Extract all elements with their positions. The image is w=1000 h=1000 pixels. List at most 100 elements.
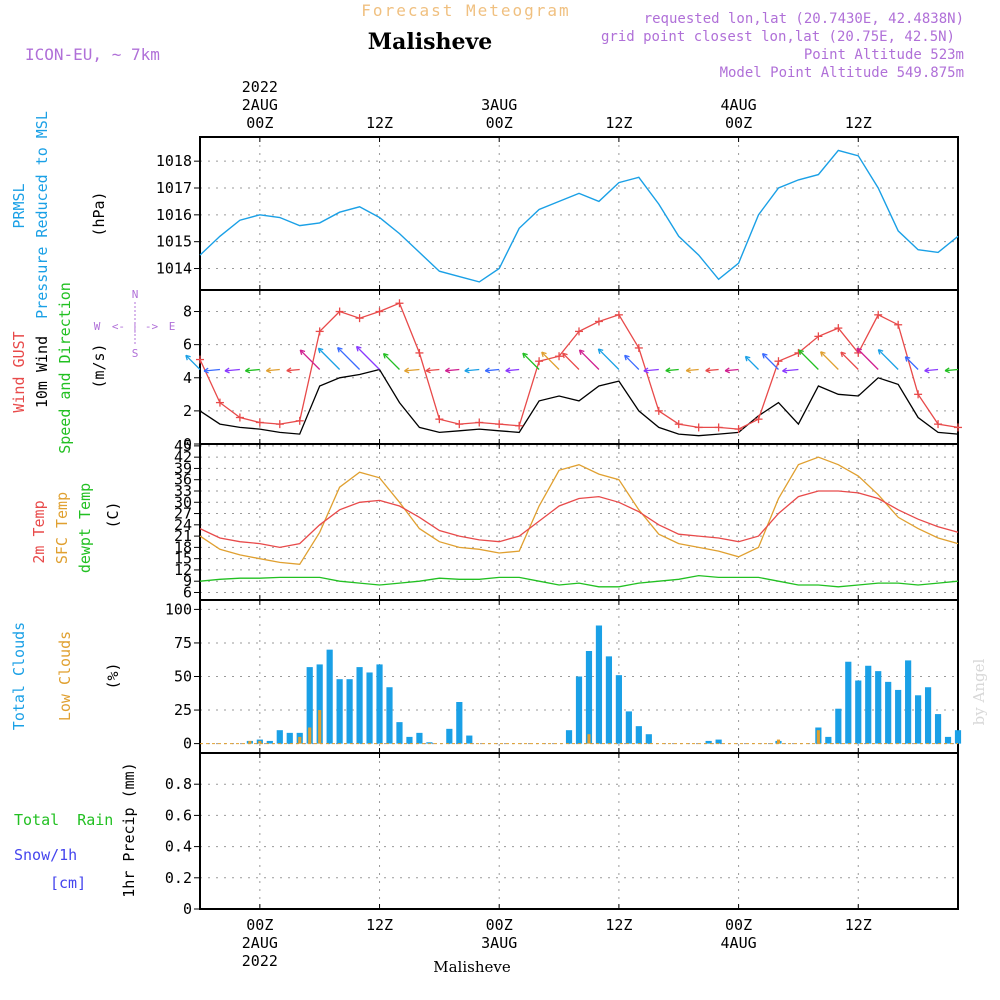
total-cloud-bar <box>855 680 862 744</box>
wind-arrow <box>643 368 659 372</box>
total-cloud-bar <box>924 687 932 744</box>
total-cloud-bar <box>595 625 603 744</box>
total-cloud-bar <box>466 735 473 744</box>
wind-arrow-head <box>877 349 881 355</box>
point-altitude: Point Altitude 523m <box>804 47 964 63</box>
wind-arrow <box>505 368 520 372</box>
wind-arrow-head <box>761 353 765 359</box>
wind-arrow-head <box>924 367 930 372</box>
total-cloud-bar <box>835 708 842 744</box>
wind-arrow <box>944 368 959 372</box>
top-tick-label: 12Z <box>605 114 632 132</box>
wind-arrow-head <box>203 370 209 374</box>
wind-arrow <box>522 352 540 370</box>
wind-arrow-head <box>245 370 251 374</box>
low-cloud-bar <box>258 740 262 744</box>
y-tick-label: 0.4 <box>165 838 192 856</box>
wind-gust-label: Wind GUST <box>10 331 28 412</box>
wind-arrow <box>744 355 759 370</box>
model-altitude: Model Point Altitude 549.875m <box>720 65 964 81</box>
total-cloud-bar <box>615 675 622 744</box>
wind-arrow-head <box>745 355 751 359</box>
y-tick-label: 42 <box>174 448 192 466</box>
wind-arrow <box>541 351 560 370</box>
total-cloud-bar <box>895 689 902 744</box>
wind-arrow <box>404 368 420 372</box>
bottom-time-axis: 00Z 12Z 00Z 12Z 00Z 12Z 2AUG 3AUG 4AUG 2022 <box>242 916 872 970</box>
top-tick-label: 12Z <box>366 114 393 132</box>
wind-arrow-head <box>286 367 292 372</box>
panel-precipitation: 0 0.2 0.4 0.6 0.8 <box>165 752 959 918</box>
y-tick-label: 15 <box>174 550 192 568</box>
wind-arrow-head <box>382 353 386 359</box>
low-cloud-bar <box>587 734 591 744</box>
wind-gust-line <box>199 302 959 430</box>
pressure-line <box>199 149 959 283</box>
y-tick-label: 0 <box>183 435 192 453</box>
wind-arrow-head <box>355 346 359 352</box>
snow-unit-label: [cm] <box>50 874 86 892</box>
wind-arrow-head <box>522 353 525 359</box>
compass-w: W <box>94 320 101 333</box>
wind-arrow-head <box>578 349 582 356</box>
temp-unit: (C) <box>104 501 122 528</box>
gridpoint-coords: grid point closest lon,lat (20.75E, 42.5… <box>601 29 955 45</box>
wind-arrow-head <box>685 367 691 372</box>
wind-arrow-head <box>856 348 860 354</box>
pressure-label-prmsl: PRMSL <box>10 183 28 228</box>
wind-arrow <box>562 352 580 370</box>
wind-arrow-head <box>464 370 470 374</box>
wind-arrow-head <box>598 348 604 352</box>
wind-arrow-head <box>685 370 692 374</box>
wind-arrow-head <box>744 356 748 362</box>
wind-arrow <box>383 353 400 370</box>
wind-arrow-head <box>624 355 627 361</box>
total-cloud-bar <box>705 740 712 744</box>
wind-arrow-head <box>944 370 950 374</box>
total-cloud-bar <box>286 732 293 744</box>
wind-arrow-head <box>597 348 601 354</box>
bottom-tick-label: 12Z <box>605 916 632 934</box>
total-cloud-bar <box>934 714 942 744</box>
wind-arrow-head <box>300 349 306 353</box>
panels: 1014101510161017101802468691215182124273… <box>156 136 962 918</box>
y-tick-label: 2 <box>183 402 192 420</box>
wind-arrow-head <box>224 370 230 374</box>
dewpoint-line <box>199 574 959 588</box>
y-tick-label: 39 <box>174 459 192 477</box>
panel-wind: 0 2 4 6 8 <box>183 289 962 453</box>
wind-10m-label: 10m Wind <box>33 336 51 408</box>
footer-location: Malisheve <box>433 958 511 976</box>
wind-arrow-head <box>924 370 930 374</box>
bottom-tick-label: 00Z <box>486 916 513 934</box>
compass-s: S <box>132 347 139 360</box>
total-cloud-bar <box>396 722 403 744</box>
pressure-label-msl: Pressure Reduced to MSL <box>33 111 51 319</box>
wind-arrow-head <box>856 347 862 351</box>
model-label: ICON-EU, ~ 7km <box>25 45 160 64</box>
wind-arrow <box>464 368 480 372</box>
wind-arrow-head <box>782 367 787 372</box>
total-cloud-bar <box>386 687 393 744</box>
wind-arrow-head <box>299 349 303 356</box>
wind-arrow <box>286 368 300 372</box>
y-tick-label: 33 <box>174 482 192 500</box>
y-tick-label: 0.6 <box>165 806 192 824</box>
top-date-label: 3AUG <box>481 96 517 114</box>
top-tick-label: 00Z <box>246 114 273 132</box>
wind-arrow-head <box>337 347 340 353</box>
wind-arrow-head <box>820 351 823 357</box>
wind-arrow-head <box>356 345 362 349</box>
wind-arrow <box>725 368 739 372</box>
wind-arrow <box>686 368 699 372</box>
total-cloud-bar <box>356 667 363 744</box>
chart-title: Forecast Meteogram <box>361 1 570 20</box>
y-tick-label: 6 <box>183 583 192 601</box>
wind-arrow-head <box>562 353 565 359</box>
precip-unit: 1hr Precip (mm) <box>120 762 138 897</box>
bottom-date-label: 2AUG <box>242 934 278 952</box>
y-tick-label: 75 <box>174 634 192 652</box>
requested-coords: requested lon,lat (20.7430E, 42.4838N) <box>644 11 964 27</box>
wind-arrow-head <box>562 352 568 356</box>
